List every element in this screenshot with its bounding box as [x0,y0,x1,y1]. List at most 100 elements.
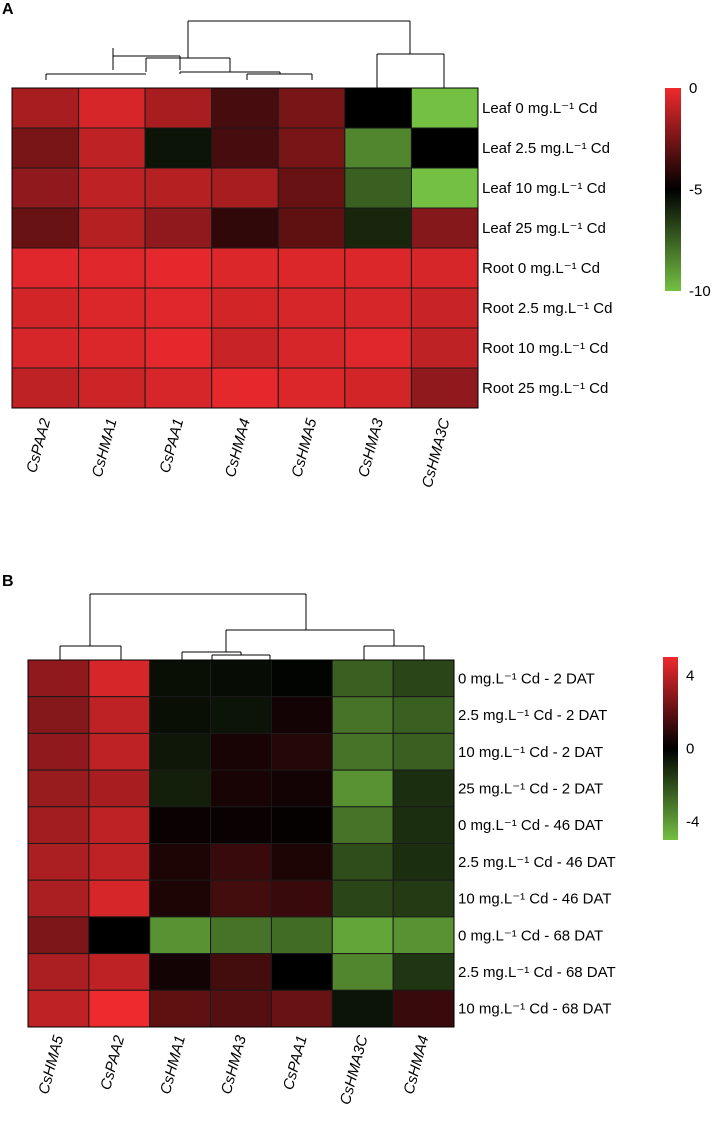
heatmap-cell [210,879,272,918]
heatmap-cell [11,167,80,209]
heatmap-cell [149,953,212,991]
heatmap-cell [331,659,394,698]
heatmap-cell [88,696,151,734]
panel-a-row-labels: Leaf 0 mg.L⁻¹ Cd Leaf 2.5 mg.L⁻¹ Cd Leaf 1… [482,100,612,397]
heatmap-cell [27,879,90,918]
row-label: Leaf 25 mg.L⁻¹ Cd [482,220,606,237]
heatmap-cell [88,989,151,1028]
heatmap-cell [88,916,151,955]
heatmap-cell [277,367,346,409]
heatmap-cell [144,327,213,369]
panel-b-colorbar-ticks: 4 0 -4 [686,667,699,830]
panel-b-heatmap-border [27,659,455,1028]
heatmap-cell [331,953,394,991]
panel-b-column-labels: CsHMA5 CsPAA2 CsHMA1 CsHMA3 CsPAA1 CsHMA3C CsH… [35,1033,432,1106]
heatmap-cell [210,989,272,1028]
column-label: CsHMA4 [222,417,254,479]
panel-a-heatmap-border [11,87,479,409]
column-label: CsHMA5 [35,1033,67,1096]
column-label: CsHMA3C [419,416,454,489]
heatmap-cell [27,843,90,881]
heatmap-cell [344,87,412,129]
heatmap-cell [392,953,455,991]
colorbar-tick-label: 0 [686,741,694,758]
heatmap-cell [331,696,394,734]
heatmap-cell [392,659,455,698]
column-label: CsHMA1 [89,417,121,479]
heatmap-cell [11,367,80,409]
heatmap-cell [211,287,279,329]
heatmap-cell [270,769,333,808]
heatmap-cell [11,207,80,249]
row-label: 10 mg.L⁻¹ Cd - 46 DAT [458,891,612,908]
panel-b-row-labels: 0 mg.L⁻¹ Cd - 2 DAT 2.5 mg.L⁻¹ Cd - 2 DAT… [458,670,616,1017]
heatmap-cell [392,696,455,734]
heatmap-cell [27,696,90,734]
heatmap-cell [88,953,151,991]
heatmap-cell [210,953,272,991]
heatmap-cell [410,287,479,329]
heatmap-cell [277,207,346,249]
heatmap-cell [11,127,80,169]
heatmap-cell [149,659,212,698]
row-label: Leaf 10 mg.L⁻¹ Cd [482,180,606,197]
column-label: CsHMA3 [218,1033,250,1096]
column-label: CsHMA4 [400,1034,432,1096]
heatmap-cell [277,127,346,169]
heatmap-cell [27,732,90,771]
heatmap-cell [270,989,333,1028]
heatmap-cell [88,659,151,698]
heatmap-cell [277,327,346,369]
heatmap-cell [149,989,212,1028]
heatmap-cell [210,843,272,881]
heatmap-cell [144,207,213,249]
row-label: 10 mg.L⁻¹ Cd - 68 DAT [458,1001,612,1018]
heatmap-cell [210,659,272,698]
heatmap-cell [211,207,279,249]
heatmap-cell [210,916,272,955]
heatmap-cell [344,207,412,249]
heatmap-cell [211,367,279,409]
heatmap-cell [78,247,146,289]
colorbar-tick-label: -4 [686,814,699,831]
heatmap-cell [331,806,394,844]
heatmap-cell [392,989,455,1028]
row-label: Root 25 mg.L⁻¹ Cd [482,380,608,397]
heatmap-cell [270,843,333,881]
colorbar-tick-label: -10 [689,283,711,300]
panel-b-letter: B [2,573,14,590]
heatmap-cell [149,732,212,771]
heatmap-cell [392,806,455,844]
row-label: 2.5 mg.L⁻¹ Cd - 46 DAT [458,854,616,871]
heatmap-cell [410,127,479,169]
heatmap-cell [144,167,213,209]
panel-a-column-dendrogram [45,20,445,88]
heatmap-cell [270,806,333,844]
heatmap-cell [211,167,279,209]
panel-a-heatmap-cells [11,87,479,409]
heatmap-cell [11,287,80,329]
heatmap-cell [149,806,212,844]
heatmap-cell [144,367,213,409]
heatmap-cell [149,769,212,808]
heatmap-cell [277,87,346,129]
row-label: 0 mg.L⁻¹ Cd - 68 DAT [458,927,603,944]
row-label: 25 mg.L⁻¹ Cd - 2 DAT [458,780,603,797]
heatmap-cell [149,879,212,918]
row-label: 2.5 mg.L⁻¹ Cd - 2 DAT [458,707,607,724]
heatmap-cell [410,247,479,289]
heatmap-cell [210,769,272,808]
heatmap-cell [410,167,479,209]
heatmap-cell [210,696,272,734]
heatmap-cell [11,247,80,289]
column-label: CsHMA5 [288,416,320,479]
column-label: CsPAA2 [97,1033,128,1092]
heatmap-cell [88,769,151,808]
heatmap-cell [211,87,279,129]
panel-b: B 0 mg.L⁻¹ Cd - 2 DAT 2.5 mg.L⁻¹ Cd - 2 D… [2,573,699,1106]
heatmap-cell [27,989,90,1028]
heatmap-cell [410,87,479,129]
heatmap-cell [78,207,146,249]
heatmap-cell [344,247,412,289]
